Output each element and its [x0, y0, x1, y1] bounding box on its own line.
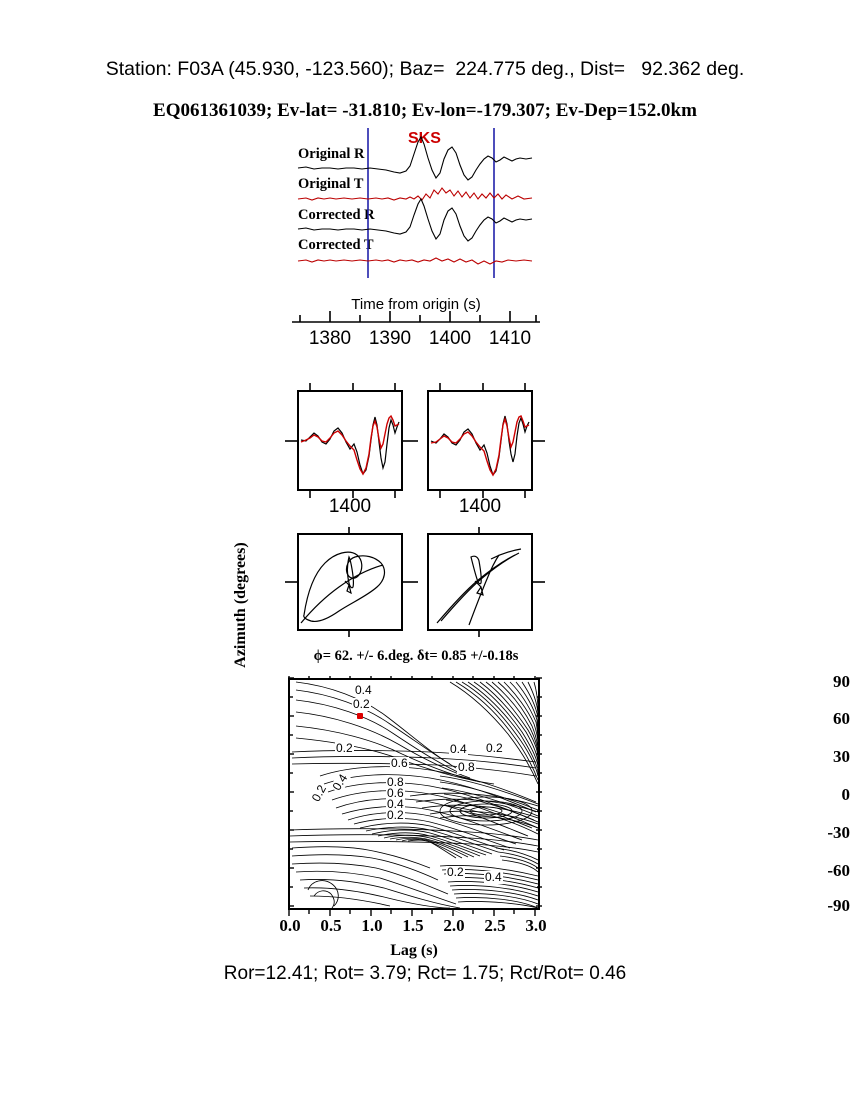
contour-x-axis-title: Lag (s)	[390, 942, 438, 959]
contour-label-10: 0.6	[386, 786, 405, 800]
time-axis: Time from origin (s) 1380 1390 1400 1410	[288, 296, 544, 354]
contour-ytick-neg90: -90	[827, 896, 850, 915]
trace-corrected-r	[297, 197, 533, 242]
comparison-tick-uncorrected: 1400	[328, 496, 372, 517]
splitting-parameters-title: ϕ= 62. +/- 6.deg. δt= 0.85 +/-0.18s	[313, 648, 519, 664]
hodogram-corrected	[436, 548, 522, 626]
contour-y-axis-title: Azimuth (degrees)	[232, 542, 249, 668]
event-title: EQ061361039; Ev-lat= -31.810; Ev-lon=-17…	[153, 100, 697, 121]
contour-ytick-30: 30	[833, 747, 850, 766]
sks-phase-label: SKS	[408, 130, 441, 147]
contour-ytick-60: 60	[833, 709, 850, 728]
splitting-error-contour-plot[interactable]: 0.4 0.2 0.2 0.4 0.2 0.6 0.8 0.4 0.2 0.8 …	[288, 678, 540, 910]
particle-motion-uncorrected	[297, 533, 403, 631]
solution-marker	[357, 713, 363, 719]
contour-ytick-neg30: -30	[827, 823, 850, 842]
quality-stats: Ror=12.41; Rot= 3.79; Rct= 1.75; Rct/Rot…	[223, 963, 627, 984]
station-title: Station: F03A (45.930, -123.560); Baz= 2…	[105, 58, 745, 80]
contour-xtick-2-0: 2.0	[443, 916, 465, 935]
contour-label-4: 0.2	[485, 741, 504, 755]
time-axis-ruler	[292, 311, 540, 323]
time-tick-1390: 1390	[368, 328, 412, 349]
trace-original-t	[297, 187, 533, 201]
contour-label-2: 0.2	[335, 741, 354, 755]
contour-ytick-0: 0	[841, 785, 850, 804]
contour-label-0: 0.4	[354, 683, 373, 697]
comparison-waveforms-corrected	[430, 415, 530, 477]
time-tick-1400: 1400	[428, 328, 472, 349]
contour-xtick-0-5: 0.5	[320, 916, 342, 935]
contour-ytick-90: 90	[833, 672, 850, 691]
time-axis-title: Time from origin (s)	[351, 296, 481, 313]
time-tick-1410: 1410	[488, 328, 532, 349]
contour-ytick-neg60: -60	[827, 861, 850, 880]
contour-label-5: 0.6	[390, 756, 409, 770]
contour-xtick-3-0: 3.0	[525, 916, 547, 935]
comparison-waveforms-uncorrected	[300, 414, 400, 476]
comparison-panel-ticks	[285, 383, 545, 498]
trace-label-original-r: Original R	[298, 146, 365, 162]
contour-xtick-1-0: 1.0	[361, 916, 383, 935]
waveform-trace-panel: SKS Original R Original T Corrected R Co…	[290, 128, 540, 283]
comparison-panel-corrected	[427, 390, 533, 491]
contour-label-14: 0.4	[484, 870, 503, 884]
trace-corrected-t	[297, 257, 533, 265]
comparison-panel-uncorrected	[297, 390, 403, 491]
contour-label-1: 0.2	[352, 697, 371, 711]
time-tick-1380: 1380	[308, 328, 352, 349]
contour-axis-ticks	[288, 676, 542, 916]
contour-label-9: 0.8	[386, 775, 405, 789]
contour-xtick-0-0: 0.0	[279, 916, 301, 935]
contour-label-3: 0.4	[449, 742, 468, 756]
trace-original-r	[297, 135, 533, 181]
particle-motion-ticks	[285, 527, 545, 637]
contour-xtick-2-5: 2.5	[484, 916, 506, 935]
trace-label-corrected-r: Corrected R	[298, 207, 375, 223]
particle-motion-corrected	[427, 533, 533, 631]
contour-label-12: 0.2	[386, 808, 405, 822]
trace-waveforms	[297, 128, 533, 278]
hodogram-uncorrected	[300, 551, 386, 624]
contour-label-13: 0.2	[446, 865, 465, 879]
trace-label-original-t: Original T	[298, 176, 364, 192]
comparison-tick-corrected: 1400	[458, 496, 502, 517]
contour-xtick-1-5: 1.5	[402, 916, 424, 935]
contour-label-6: 0.8	[457, 760, 476, 774]
trace-label-corrected-t: Corrected T	[298, 237, 374, 253]
contour-label-11: 0.4	[386, 797, 405, 811]
